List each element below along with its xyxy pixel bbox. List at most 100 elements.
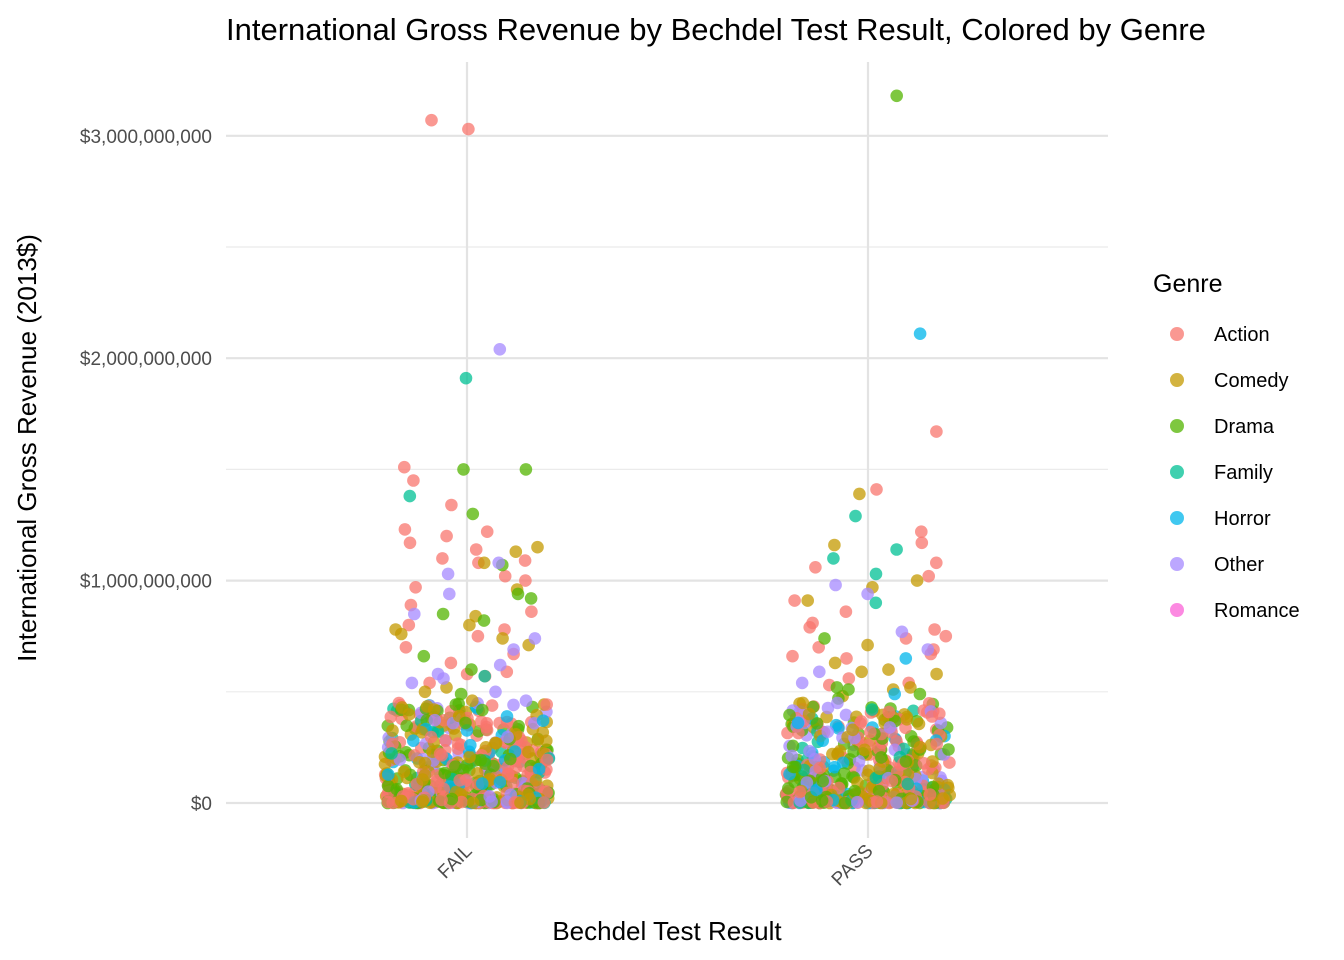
data-point: [501, 730, 514, 744]
data-point: [928, 623, 941, 636]
legend-key: [1170, 465, 1184, 479]
data-point: [788, 594, 801, 607]
data-point: [436, 552, 449, 565]
data-point: [500, 710, 514, 723]
data-point: [519, 694, 533, 707]
data-point: [478, 669, 492, 683]
data-point: [803, 621, 816, 634]
data-point: [514, 796, 527, 809]
data-point: [836, 756, 850, 770]
data-point: [437, 782, 451, 796]
data-point: [846, 723, 859, 737]
data-point: [416, 794, 430, 807]
data-point: [477, 614, 491, 627]
data-point: [399, 641, 413, 654]
data-point: [493, 343, 507, 356]
data-point: [802, 707, 816, 721]
data-point: [408, 607, 421, 621]
data-point: [849, 509, 862, 523]
data-point: [418, 768, 432, 782]
data-point: [493, 658, 507, 672]
data-point: [398, 460, 411, 474]
y-tick-label: $2,000,000,000: [80, 349, 212, 370]
data-point: [480, 723, 494, 737]
data-point: [842, 672, 856, 685]
data-point: [436, 607, 450, 621]
data-point: [519, 463, 533, 476]
data-point: [922, 569, 935, 583]
data-point: [440, 529, 453, 543]
data-point: [793, 785, 806, 799]
data-point: [435, 793, 448, 807]
data-point: [464, 738, 477, 752]
data-point: [489, 685, 502, 699]
data-point: [485, 699, 499, 712]
data-point: [921, 643, 935, 656]
data-point: [454, 738, 468, 752]
data-point: [528, 632, 542, 645]
data-point: [873, 762, 886, 775]
data-point: [885, 774, 899, 788]
data-point: [913, 327, 927, 341]
data-point: [382, 768, 395, 781]
legend-label: Drama: [1214, 416, 1275, 438]
data-point: [888, 687, 901, 701]
data-point: [409, 581, 422, 594]
data-point: [459, 371, 473, 385]
data-point: [381, 779, 395, 793]
data-point: [810, 717, 824, 730]
legend-title: Genre: [1153, 270, 1222, 298]
data-point: [821, 725, 835, 739]
data-point: [466, 796, 480, 810]
data-point: [930, 556, 943, 570]
data-point: [395, 794, 408, 808]
legend-key: [1170, 603, 1184, 617]
data-point: [466, 507, 480, 521]
data-point: [507, 643, 520, 656]
data-point: [381, 795, 395, 809]
data-point: [830, 681, 844, 694]
data-point: [492, 556, 506, 570]
x-tick-label: FAIL: [434, 841, 476, 883]
data-point: [507, 698, 520, 712]
data-point: [384, 710, 398, 724]
data-point: [424, 730, 438, 744]
data-point: [536, 726, 550, 739]
data-point: [465, 663, 478, 676]
data-point: [816, 774, 829, 788]
data-point: [853, 487, 866, 501]
data-point: [405, 676, 419, 690]
data-point: [439, 734, 452, 747]
data-point: [524, 592, 538, 605]
data-point: [471, 629, 485, 643]
data-point: [532, 762, 546, 776]
data-point: [870, 483, 883, 496]
data-point: [861, 587, 874, 601]
y-tick-label: $3,000,000,000: [80, 127, 212, 148]
data-point: [855, 715, 868, 728]
data-point: [518, 554, 532, 567]
data-point: [398, 523, 412, 536]
data-point: [791, 716, 805, 730]
data-point: [828, 656, 842, 670]
data-point: [861, 638, 874, 652]
data-point: [400, 719, 414, 732]
data-point: [403, 489, 417, 503]
data-point: [912, 717, 926, 731]
data-point: [443, 587, 456, 601]
data-point: [831, 696, 844, 710]
data-point: [829, 578, 842, 592]
data-point: [395, 627, 408, 641]
data-point: [883, 721, 897, 734]
data-point: [890, 543, 903, 556]
data-point: [415, 726, 428, 739]
data-point: [813, 665, 826, 679]
data-point: [890, 796, 903, 809]
data-point: [941, 778, 954, 792]
data-point: [445, 792, 459, 806]
data-point: [438, 766, 452, 780]
data-point: [847, 745, 860, 758]
data-point: [943, 788, 956, 802]
data-point: [418, 685, 432, 699]
